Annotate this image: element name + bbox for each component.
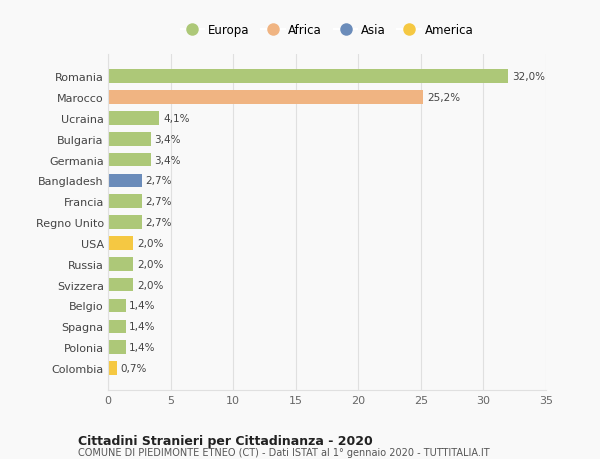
Text: 2,0%: 2,0% — [137, 238, 163, 248]
Text: 1,4%: 1,4% — [129, 322, 156, 331]
Bar — [108, 91, 424, 105]
Text: 3,4%: 3,4% — [154, 134, 181, 145]
Text: 32,0%: 32,0% — [512, 72, 545, 82]
Text: 2,7%: 2,7% — [146, 197, 172, 207]
Text: 3,4%: 3,4% — [154, 155, 181, 165]
Bar — [108, 174, 142, 188]
Bar — [108, 299, 125, 313]
Text: Cittadini Stranieri per Cittadinanza - 2020: Cittadini Stranieri per Cittadinanza - 2… — [78, 434, 373, 447]
Bar — [108, 320, 125, 333]
Text: 0,7%: 0,7% — [121, 363, 147, 373]
Bar — [108, 341, 125, 354]
Text: 25,2%: 25,2% — [427, 93, 460, 103]
Bar — [108, 133, 151, 146]
Bar — [108, 216, 142, 230]
Bar — [108, 70, 508, 84]
Bar — [108, 278, 133, 292]
Legend: Europa, Africa, Asia, America: Europa, Africa, Asia, America — [181, 24, 473, 37]
Text: 1,4%: 1,4% — [129, 342, 156, 353]
Text: 2,0%: 2,0% — [137, 280, 163, 290]
Bar — [108, 112, 160, 125]
Text: COMUNE DI PIEDIMONTE ETNEO (CT) - Dati ISTAT al 1° gennaio 2020 - TUTTITALIA.IT: COMUNE DI PIEDIMONTE ETNEO (CT) - Dati I… — [78, 448, 490, 458]
Text: 2,0%: 2,0% — [137, 259, 163, 269]
Bar — [108, 153, 151, 167]
Bar — [108, 361, 117, 375]
Text: 2,7%: 2,7% — [146, 218, 172, 228]
Bar — [108, 195, 142, 208]
Text: 2,7%: 2,7% — [146, 176, 172, 186]
Bar — [108, 237, 133, 250]
Text: 4,1%: 4,1% — [163, 114, 190, 123]
Text: 1,4%: 1,4% — [129, 301, 156, 311]
Bar — [108, 257, 133, 271]
